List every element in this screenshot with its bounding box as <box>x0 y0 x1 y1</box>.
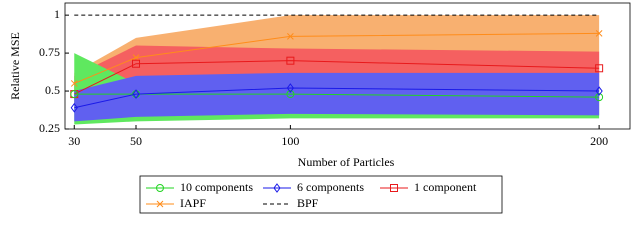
series-line <box>74 60 600 95</box>
legend-item: IAPF <box>146 196 206 210</box>
y-tick-label: 0.75 <box>39 45 60 59</box>
legend-label: BPF <box>297 196 319 210</box>
marker <box>132 54 140 62</box>
marker <box>287 33 294 40</box>
y-axis-label: Relative MSE <box>8 32 22 100</box>
legend-item: 6 components <box>263 180 364 194</box>
marker <box>286 83 295 93</box>
y-tick-label: 0.25 <box>39 121 60 135</box>
marker <box>595 30 603 37</box>
series-line <box>74 32 600 84</box>
marker <box>286 56 295 65</box>
page: Number of Particles Relative MSE 0.25 0.5… <box>7 2 631 214</box>
y-tick-label: 0.5 <box>45 83 60 97</box>
chart: Number of Particles Relative MSE 0.25 0.5… <box>8 2 631 214</box>
marker <box>595 86 603 96</box>
marker <box>70 80 78 87</box>
legend-label: IAPF <box>180 196 206 210</box>
legend-item: 1 component <box>380 180 477 194</box>
y-tick-label: 1 <box>54 7 60 21</box>
x-tick-label: 50 <box>130 134 142 148</box>
legend-box <box>139 175 503 214</box>
marker <box>132 89 140 99</box>
series-line <box>74 93 600 98</box>
marker <box>132 59 141 68</box>
marker <box>390 184 398 192</box>
x-axis-label: Number of Particles <box>298 155 395 169</box>
legend-label: 6 components <box>297 180 364 194</box>
x-tick-label: 30 <box>68 134 80 148</box>
legend-item: 10 components <box>146 180 253 194</box>
marker <box>595 64 604 73</box>
marker <box>273 183 281 193</box>
plot-frame <box>64 2 631 130</box>
legend-label: 10 components <box>180 180 253 194</box>
marker <box>70 90 79 99</box>
marker <box>156 184 164 192</box>
legend-label: 1 component <box>414 180 477 194</box>
marker <box>286 90 295 99</box>
series-line <box>74 87 600 109</box>
marker <box>595 93 604 102</box>
x-tick-label: 200 <box>590 134 608 148</box>
marker <box>70 102 78 113</box>
legend-item: BPF <box>263 196 319 210</box>
marker <box>156 200 164 208</box>
x-tick-label: 100 <box>281 134 299 148</box>
error-band <box>74 72 600 122</box>
